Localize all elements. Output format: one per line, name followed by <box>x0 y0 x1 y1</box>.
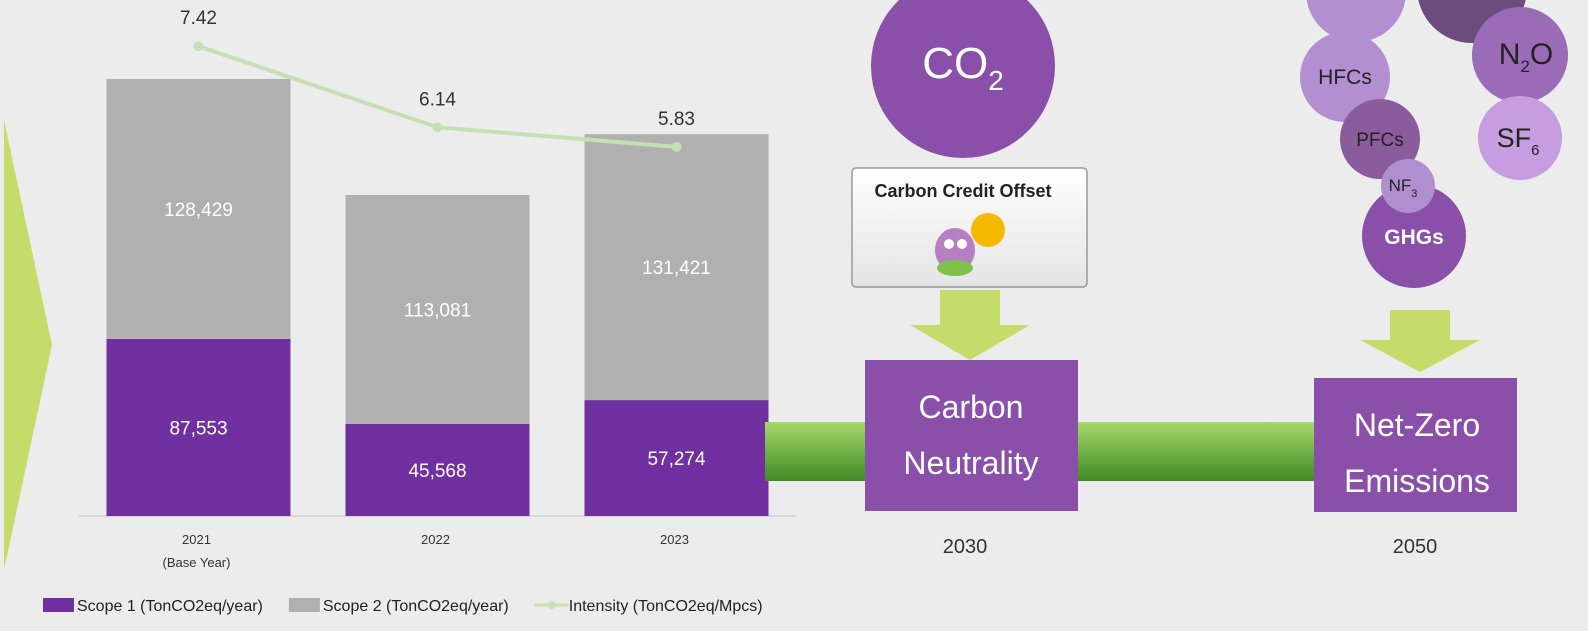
legend-swatch <box>43 598 74 612</box>
value-label: 5.83 <box>658 109 695 130</box>
milestone-label: Emissions <box>1344 463 1490 499</box>
arrow-down <box>910 290 1030 360</box>
legend-label: Intensity (TonCO2eq/Mpcs) <box>569 598 763 615</box>
value-label: 6.14 <box>419 89 456 110</box>
milestone-label: Carbon <box>919 389 1024 425</box>
page: {"chart_data": {"type": "bar", "stacked"… <box>0 0 1588 626</box>
line-point <box>194 41 204 51</box>
line-point <box>433 122 443 132</box>
milestone-year: 2050 <box>1393 536 1438 558</box>
line-point <box>672 142 682 152</box>
gas-label: HFCs <box>1318 66 1372 89</box>
value-label: 131,421 <box>642 258 711 279</box>
x-tick-label: 2023 <box>660 532 689 547</box>
legend-label: Scope 1 (TonCO2eq/year) <box>77 598 263 615</box>
value-label: 7.42 <box>180 8 217 29</box>
legend-swatch <box>289 598 320 612</box>
arrow-shape <box>4 120 52 570</box>
gas-label: PFCs <box>1356 130 1404 151</box>
value-label: 87,553 <box>169 418 227 439</box>
milestone-label: Net-Zero <box>1354 407 1480 443</box>
plot-area: 87,553 45,568 57,274 128,429 113,081 131,421 7… <box>43 8 796 615</box>
value-label: 113,081 <box>404 300 471 321</box>
legend-label: Scope 2 (TonCO2eq/year) <box>323 598 509 615</box>
chart: 87,553 45,568 57,274 128,429 113,081 131,421 7… <box>0 0 1588 626</box>
x-tick-label: 2021 <box>182 532 211 547</box>
x-tick-label: 2022 <box>421 532 450 547</box>
gas-label: GHGs <box>1384 226 1444 249</box>
value-label: 57,274 <box>647 449 706 470</box>
milestone-year: 2030 <box>943 536 988 558</box>
legend-marker <box>548 601 556 609</box>
milestone-label: Neutrality <box>903 445 1038 481</box>
value-label: 45,568 <box>408 461 466 482</box>
value-label: 128,429 <box>164 200 233 221</box>
x-tick-note: (Base Year) <box>163 555 231 570</box>
arrow-down <box>1360 310 1480 372</box>
credit-label: Carbon Credit Offset <box>874 181 1051 201</box>
milestone-box <box>865 360 1078 511</box>
